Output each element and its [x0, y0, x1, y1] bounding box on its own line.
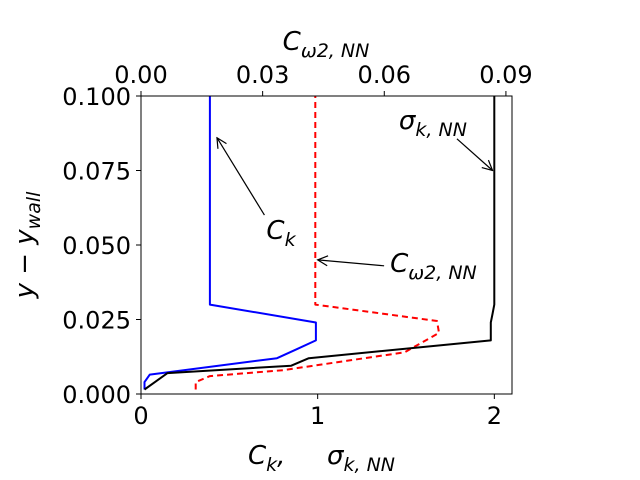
bottom-tick-label: 2 — [487, 402, 502, 430]
annotation-layer: Ck Cω2, NN σk, NN — [217, 106, 493, 284]
annotation-arrow — [217, 138, 265, 216]
y-tick-label: 0.050 — [62, 232, 131, 260]
top-tick-label: 0.00 — [114, 61, 167, 89]
bottom-tick-label: 0 — [133, 402, 148, 430]
x-axis-label-bottom-ck: Ck, — [248, 441, 285, 476]
annotation-label: σk, NN — [399, 106, 467, 141]
annotation-label: Cω2, NN — [390, 249, 477, 284]
top-tick-label: 0.09 — [479, 61, 532, 89]
annotation-arrow — [456, 138, 493, 171]
y-tick-label: 0.025 — [62, 307, 131, 335]
axes-layer: 0 1 2 0.00 0.03 0.06 0.09 0.000 0.025 0.050 0.075 0… — [10, 27, 533, 476]
x-axis-label-bottom-sigma: σk, NN — [327, 441, 395, 476]
series-line-ck — [143, 96, 317, 390]
series-line-cw2 — [194, 96, 440, 390]
top-tick-label: 0.03 — [236, 61, 289, 89]
y-tick-label: 0.075 — [62, 158, 131, 186]
annotation-arrow — [318, 260, 385, 267]
x-axis-label-top: Cω2, NN — [283, 27, 370, 62]
annotation-label: Ck — [266, 216, 296, 251]
bottom-tick-label: 1 — [310, 402, 325, 430]
series-layer — [143, 96, 496, 391]
y-axis-label: y − ywall — [10, 191, 45, 300]
y-tick-label: 0.000 — [62, 381, 131, 409]
y-tick-label: 0.100 — [62, 83, 131, 111]
top-tick-label: 0.06 — [358, 61, 411, 89]
series-line-sk — [143, 96, 496, 391]
